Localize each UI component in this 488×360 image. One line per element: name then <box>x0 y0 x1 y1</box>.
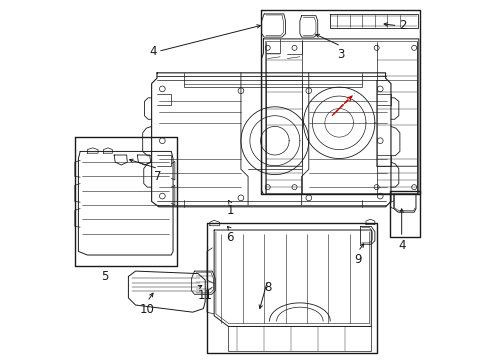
Text: 10: 10 <box>140 303 155 316</box>
Text: 5: 5 <box>101 270 108 283</box>
Text: 7: 7 <box>154 170 162 183</box>
Text: 9: 9 <box>354 253 361 266</box>
Text: 6: 6 <box>226 231 233 244</box>
Text: 2: 2 <box>398 19 406 32</box>
Text: 11: 11 <box>197 289 212 302</box>
Text: 3: 3 <box>337 48 344 61</box>
Text: 8: 8 <box>264 282 271 294</box>
Text: 1: 1 <box>226 204 233 217</box>
Text: 4: 4 <box>149 45 157 58</box>
Text: 4: 4 <box>397 239 405 252</box>
